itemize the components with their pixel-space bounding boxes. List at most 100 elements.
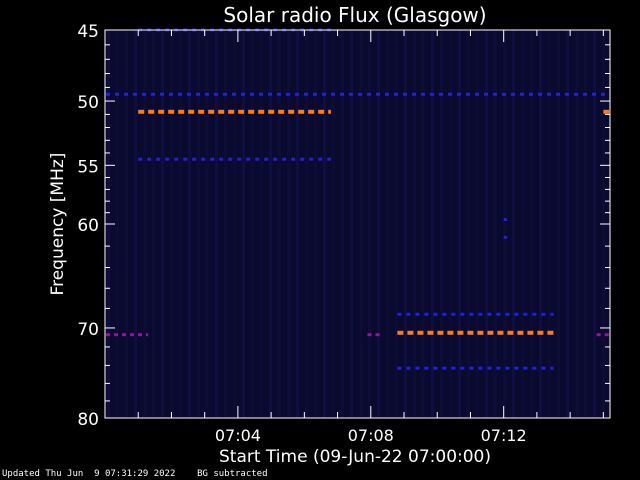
signal-segment [502, 92, 506, 96]
signal-segment [527, 330, 534, 335]
signal-segment [308, 109, 315, 114]
signal-segment [469, 366, 474, 370]
y-tick-label: 60 [77, 216, 99, 236]
noise-column [458, 30, 461, 418]
signal-segment [151, 92, 155, 96]
signal-segment [146, 333, 149, 337]
signal-segment [460, 312, 465, 316]
noise-column [215, 30, 218, 418]
chart-title: Solar radio Flux (Glasgow) [223, 3, 486, 27]
signal-segment [493, 92, 497, 96]
signal-segment [250, 92, 254, 96]
signal-segment [309, 157, 314, 161]
signal-segment [318, 157, 323, 161]
signal-segment [282, 157, 287, 161]
signal-segment [246, 157, 251, 161]
signal-segment [596, 333, 601, 337]
noise-column [206, 30, 209, 418]
signal-segment [219, 157, 224, 161]
noise-column [188, 30, 191, 418]
noise-column [494, 30, 497, 418]
footer: Updated Thu Jun 9 07:31:29 2022 BG subtr… [2, 469, 268, 479]
signal-segment [385, 92, 389, 96]
y-tick-label: 50 [77, 93, 99, 113]
signal-segment [228, 109, 235, 114]
signal-segment [223, 92, 227, 96]
signal-segment [288, 109, 295, 114]
noise-column [404, 30, 407, 418]
noise-column [134, 30, 137, 418]
signal-segment [165, 157, 170, 161]
signal-segment [273, 157, 278, 161]
signal-segment [114, 333, 118, 337]
signal-segment [187, 92, 191, 96]
noise-column [377, 30, 380, 418]
noise-column [476, 30, 479, 418]
x-tick-label: 07:04 [215, 426, 261, 445]
signal-segment [147, 157, 152, 161]
signal-segment [537, 330, 544, 335]
noise-column [593, 30, 596, 418]
signal-segment [547, 92, 551, 96]
noise-column [314, 30, 317, 418]
noise-column [584, 30, 587, 418]
x-tick-label: 07:08 [348, 426, 394, 445]
noise-column [152, 30, 155, 418]
signal-lines [106, 28, 610, 370]
signal-segment [327, 157, 331, 161]
signal-segment [477, 330, 484, 335]
noise-column [125, 30, 128, 418]
noise-column [440, 30, 443, 418]
signal-segment [487, 366, 492, 370]
signal-segment [541, 366, 546, 370]
signal-segment [238, 109, 245, 114]
y-tick-label: 70 [77, 320, 99, 340]
signal-segment [322, 92, 326, 96]
signal-segment [406, 312, 411, 316]
noise-column [161, 30, 164, 418]
noise-column [575, 30, 578, 418]
signal-segment [122, 333, 126, 337]
signal-segment [511, 92, 515, 96]
signal-segment [198, 109, 205, 114]
signal-segment [397, 330, 404, 335]
signal-segment [532, 312, 537, 316]
signal-segment [514, 366, 519, 370]
y-axis: 45 50 55 60 70 80 [77, 22, 610, 430]
noise-column [422, 30, 425, 418]
signal-segment [583, 92, 587, 96]
signal-segment [556, 92, 560, 96]
signal-segment [496, 312, 501, 316]
signal-segment [328, 109, 331, 114]
signal-segment [439, 92, 443, 96]
signal-segment [397, 366, 402, 370]
signal-segment [208, 109, 215, 114]
noise-column [557, 30, 560, 418]
signal-segment [214, 92, 218, 96]
signal-segment [277, 92, 281, 96]
signal-segment [237, 157, 242, 161]
signal-segment [407, 330, 414, 335]
signal-segment [349, 92, 353, 96]
signal-segment [258, 109, 265, 114]
y-tick-label: 80 [77, 410, 99, 430]
signal-segment [487, 312, 492, 316]
signal-segment [318, 109, 325, 114]
signal-segment [523, 366, 528, 370]
signal-segment [604, 333, 609, 337]
signal-segment [205, 92, 209, 96]
noise-column [332, 30, 335, 418]
x-axis-label: Start Time (09-Jun-22 07:00:00) [219, 447, 491, 467]
signal-segment [517, 330, 524, 335]
signal-segment [467, 330, 474, 335]
signal-segment [603, 109, 610, 114]
signal-segment [457, 92, 461, 96]
noise-column [521, 30, 524, 418]
signal-segment [550, 366, 554, 370]
signal-segment [424, 366, 429, 370]
signal-segment [278, 109, 285, 114]
signal-segment [397, 312, 402, 316]
signal-segment [421, 92, 425, 96]
signal-segment [178, 92, 182, 96]
signal-segment [375, 333, 380, 337]
